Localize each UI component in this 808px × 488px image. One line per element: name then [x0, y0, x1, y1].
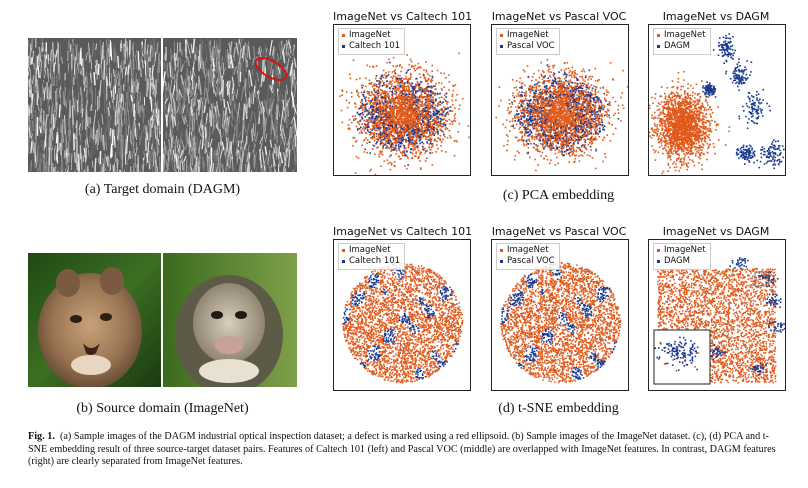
legend-marker-target: [500, 260, 503, 263]
figure-caption-text: (a) Sample images of the DAGM industrial…: [28, 431, 776, 467]
legend-marker-target: [342, 45, 345, 48]
scatter-pca-dagm: ImageNet DAGM: [648, 24, 786, 176]
legend-label-imagenet: ImageNet: [507, 30, 549, 41]
panel-c-caption: (c) PCA embedding: [333, 188, 784, 204]
legend-marker-target: [657, 260, 660, 263]
legend-label-target: Caltech 101: [349, 256, 400, 267]
plot-title-tsne-dagm: ImageNet vs DAGM: [648, 225, 784, 238]
legend: ImageNet DAGM: [653, 28, 711, 55]
plot-title-pca-pascal: ImageNet vs Pascal VOC: [491, 10, 627, 23]
panel-b-caption: (b) Source domain (ImageNet): [28, 401, 297, 417]
plot-title-pca-dagm: ImageNet vs DAGM: [648, 10, 784, 23]
legend-marker-imagenet: [500, 249, 503, 252]
scatter-pca-pascal: ImageNet Pascal VOC: [491, 24, 629, 176]
cougar-photo: [28, 253, 161, 387]
legend: ImageNet Pascal VOC: [496, 243, 560, 270]
plot-title-pca-caltech: ImageNet vs Caltech 101: [333, 10, 472, 23]
legend: ImageNet Caltech 101: [338, 28, 406, 55]
legend-marker-imagenet: [657, 34, 660, 37]
legend-marker-imagenet: [342, 34, 345, 37]
legend-marker-imagenet: [500, 34, 503, 37]
scatter-tsne-pascal: ImageNet Pascal VOC: [491, 239, 629, 391]
legend-label-imagenet: ImageNet: [349, 245, 391, 256]
legend-label-target: Pascal VOC: [507, 256, 555, 267]
legend-marker-imagenet: [342, 249, 345, 252]
dagm-texture-image-right: [163, 38, 297, 172]
legend-label-target: DAGM: [664, 41, 690, 52]
legend-label-imagenet: ImageNet: [664, 245, 706, 256]
figure-caption: Fig. 1. (a) Sample images of the DAGM in…: [28, 431, 784, 469]
inset-zoom-box: [653, 329, 711, 385]
dagm-texture-image-left: [28, 38, 161, 172]
plot-title-tsne-caltech: ImageNet vs Caltech 101: [333, 225, 472, 238]
zoom-region-marker: [754, 271, 770, 287]
legend-label-imagenet: ImageNet: [349, 30, 391, 41]
legend-label-imagenet: ImageNet: [507, 245, 549, 256]
legend-label-imagenet: ImageNet: [664, 30, 706, 41]
figure-caption-label: Fig. 1.: [28, 431, 55, 442]
legend-label-target: Caltech 101: [349, 41, 400, 52]
panel-a-caption: (a) Target domain (DAGM): [28, 182, 297, 198]
panel-d-caption: (d) t-SNE embedding: [333, 401, 784, 417]
legend-marker-target: [657, 45, 660, 48]
legend-label-target: DAGM: [664, 256, 690, 267]
monkey-photo: [163, 253, 297, 387]
legend-marker-imagenet: [657, 249, 660, 252]
legend: ImageNet DAGM: [653, 243, 711, 270]
scatter-pca-caltech: ImageNet Caltech 101: [333, 24, 471, 176]
scatter-tsne-caltech: ImageNet Caltech 101: [333, 239, 471, 391]
legend-label-target: Pascal VOC: [507, 41, 555, 52]
plot-title-tsne-pascal: ImageNet vs Pascal VOC: [491, 225, 627, 238]
legend-marker-target: [500, 45, 503, 48]
scatter-tsne-dagm: ImageNet DAGM: [648, 239, 786, 391]
legend-marker-target: [342, 260, 345, 263]
legend: ImageNet Pascal VOC: [496, 28, 560, 55]
legend: ImageNet Caltech 101: [338, 243, 406, 270]
